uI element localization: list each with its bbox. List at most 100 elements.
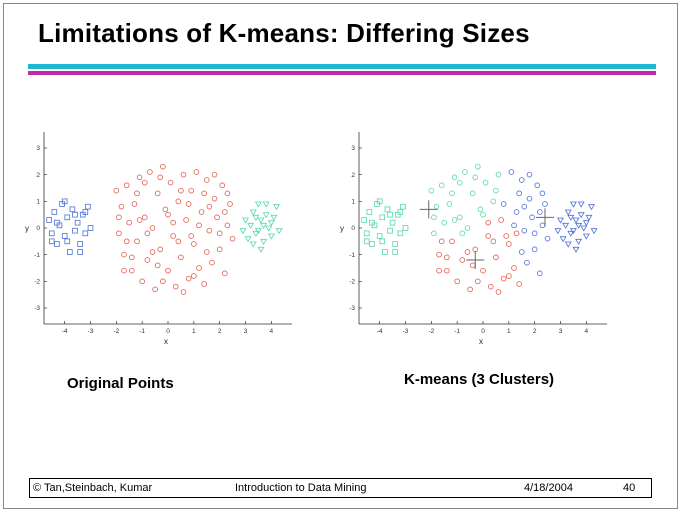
data-point-square xyxy=(400,203,406,210)
data-point-circle xyxy=(449,238,455,245)
data-point-circle xyxy=(175,238,182,245)
data-point-square xyxy=(361,217,367,223)
data-point-triangle xyxy=(590,228,598,235)
x-tick-label: -3 xyxy=(403,328,409,335)
data-point-circle xyxy=(459,230,466,237)
data-point-circle xyxy=(531,246,538,253)
data-point-triangle xyxy=(569,228,577,235)
data-point-circle xyxy=(149,249,156,255)
data-point-circle xyxy=(526,195,533,202)
data-point-circle xyxy=(183,217,189,223)
data-point-triangle xyxy=(564,209,572,216)
slide-footer: © Tan,Steinbach, Kumar Introduction to D… xyxy=(29,478,652,498)
data-point-triangle xyxy=(577,201,585,208)
data-point-triangle xyxy=(557,217,564,224)
data-point-triangle xyxy=(273,204,280,211)
y-tick-label: -3 xyxy=(349,305,355,312)
data-point-circle xyxy=(224,222,231,229)
data-point-circle xyxy=(524,259,530,266)
x-tick-label: -4 xyxy=(377,328,383,335)
data-point-circle xyxy=(513,230,520,237)
data-point-square xyxy=(379,214,386,221)
data-point-triangle xyxy=(564,241,572,248)
data-point-circle xyxy=(175,198,182,205)
caption-kmeans: K-means (3 Clusters) xyxy=(404,371,555,388)
data-point-circle xyxy=(131,201,138,207)
x-tick-label: 0 xyxy=(166,328,170,335)
data-point-circle xyxy=(428,187,435,194)
data-point-circle xyxy=(121,251,127,258)
data-point-triangle xyxy=(588,204,595,211)
data-point-circle xyxy=(196,222,202,229)
data-point-square xyxy=(376,198,383,205)
data-point-square xyxy=(384,206,391,213)
data-point-circle xyxy=(198,209,205,215)
data-point-circle xyxy=(444,254,450,261)
data-point-circle xyxy=(431,230,437,237)
data-point-circle xyxy=(444,267,450,274)
data-point-circle xyxy=(469,262,476,269)
data-point-circle xyxy=(216,230,223,237)
data-point-circle xyxy=(475,278,481,285)
data-point-triangle xyxy=(254,228,262,235)
data-point-circle xyxy=(154,262,161,269)
x-tick-label: -4 xyxy=(62,328,68,335)
data-point-circle xyxy=(500,275,507,282)
data-point-triangle xyxy=(249,209,257,216)
data-point-circle xyxy=(542,201,548,207)
data-point-circle xyxy=(191,273,197,279)
data-point-circle xyxy=(157,174,164,181)
y-axis-label: y xyxy=(25,224,29,233)
y-tick-label: 0 xyxy=(351,225,355,232)
data-point-circle xyxy=(516,190,522,197)
data-point-circle xyxy=(451,174,458,181)
data-point-square xyxy=(387,211,393,218)
data-point-triangle xyxy=(562,222,570,229)
data-point-square xyxy=(392,241,398,247)
data-point-triangle xyxy=(252,230,260,237)
data-point-circle xyxy=(506,241,512,247)
data-point-circle xyxy=(172,283,179,290)
data-point-circle xyxy=(121,267,127,274)
data-point-square xyxy=(363,238,370,245)
data-point-circle xyxy=(185,275,192,282)
x-tick-label: -3 xyxy=(88,328,94,335)
y-tick-label: 3 xyxy=(36,145,40,152)
data-point-circle xyxy=(141,214,148,221)
data-point-circle xyxy=(436,267,442,274)
data-point-triangle xyxy=(267,233,275,240)
x-tick-label: 0 xyxy=(481,328,485,335)
data-point-square xyxy=(48,238,55,245)
data-point-triangle xyxy=(252,214,260,221)
data-point-triangle xyxy=(260,222,268,229)
data-point-square xyxy=(64,238,71,245)
y-tick-label: 1 xyxy=(351,199,355,206)
data-point-circle xyxy=(521,203,528,210)
data-point-circle xyxy=(193,169,200,175)
data-point-square xyxy=(363,230,370,237)
data-point-circle xyxy=(500,201,507,207)
data-point-circle xyxy=(495,289,502,295)
y-tick-label: -3 xyxy=(34,305,40,312)
data-point-circle xyxy=(222,270,228,277)
data-point-triangle xyxy=(257,217,265,224)
data-point-square xyxy=(77,249,83,255)
data-point-circle xyxy=(216,246,223,253)
data-point-circle xyxy=(116,230,122,237)
data-point-square xyxy=(392,249,398,255)
data-point-triangle xyxy=(249,241,257,248)
data-point-square xyxy=(87,225,94,231)
data-point-circle xyxy=(157,246,164,253)
data-point-triangle xyxy=(559,236,567,243)
data-point-square xyxy=(369,219,375,226)
data-point-triangle xyxy=(270,214,278,221)
data-point-circle xyxy=(456,179,463,186)
data-point-circle xyxy=(123,238,130,245)
data-point-circle xyxy=(518,177,525,183)
data-point-circle xyxy=(191,241,197,247)
y-tick-label: 1 xyxy=(36,199,40,206)
data-point-square xyxy=(376,233,383,239)
data-point-circle xyxy=(503,233,510,239)
data-point-circle xyxy=(485,233,491,239)
data-point-square xyxy=(72,227,78,234)
